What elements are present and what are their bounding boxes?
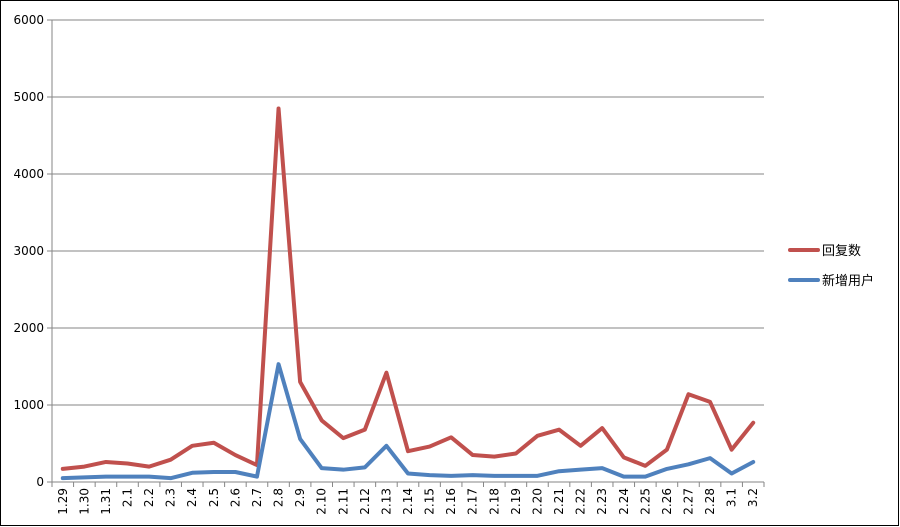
legend-label: 新增用户 <box>822 273 874 289</box>
x-tick-label: 2.20 <box>530 488 544 515</box>
x-tick-label: 2.21 <box>552 488 566 515</box>
series-lines <box>60 106 756 481</box>
x-tick-label: 2.12 <box>358 488 372 515</box>
x-tick-label: 2.28 <box>703 488 717 515</box>
x-tick-label: 2.7 <box>250 488 264 507</box>
series-line-1 <box>60 106 756 471</box>
x-tick-label: 2.6 <box>228 488 242 507</box>
y-tick-label: 4000 <box>13 167 44 181</box>
x-tick-label: 2.8 <box>272 488 286 507</box>
x-tick-label: 2.3 <box>164 488 178 507</box>
x-tick-label: 2.16 <box>444 488 458 515</box>
x-tick-label: 2.1 <box>121 488 135 507</box>
series-line-2 <box>60 362 756 481</box>
legend-label: 回复数 <box>822 244 861 259</box>
x-tick-label: 2.9 <box>293 488 307 507</box>
x-tick-label: 2.2 <box>142 488 156 507</box>
y-tick-label: 2000 <box>13 321 44 335</box>
gridlines <box>52 19 764 406</box>
x-tick-label: 2.15 <box>423 488 437 515</box>
x-tick-label: 2.17 <box>466 488 480 515</box>
x-tick-label: 2.27 <box>681 488 695 515</box>
x-tick-label: 2.24 <box>617 488 631 515</box>
x-tick-label: 2.23 <box>595 488 609 515</box>
x-tick-label: 3.1 <box>725 488 739 507</box>
x-tick-label: 2.13 <box>379 488 393 515</box>
x-tick-label: 2.26 <box>660 488 674 515</box>
x-tick-label: 2.14 <box>401 488 415 515</box>
x-tick-label: 2.4 <box>185 488 199 507</box>
x-tick-label: 1.30 <box>77 488 91 515</box>
x-axis-ticks: 1.29 1.30 1.31 2.1 2.2 2.3 2.4 2.5 2.6 2.7 2.8 2.9 2… <box>51 482 765 515</box>
x-tick-label: 3.2 <box>746 488 760 507</box>
x-tick-label: 1.31 <box>99 488 113 515</box>
x-tick-label: 2.19 <box>509 488 523 515</box>
x-tick-label: 2.10 <box>315 488 329 515</box>
x-tick-label: 2.25 <box>638 488 652 515</box>
x-tick-label: 2.18 <box>487 488 501 515</box>
x-tick-label: 2.22 <box>574 488 588 515</box>
x-tick-label: 2.11 <box>336 488 350 515</box>
y-tick-label: 3000 <box>13 244 44 258</box>
y-axis-ticks: 0 1000 2000 3000 4000 5000 6000 <box>13 13 52 489</box>
y-tick-label: 5000 <box>13 90 44 104</box>
y-tick-label: 6000 <box>13 13 44 27</box>
y-tick-label: 1000 <box>13 398 44 412</box>
y-tick-label: 0 <box>36 475 44 489</box>
x-tick-label: 2.5 <box>207 488 221 507</box>
x-tick-label: 1.29 <box>56 488 70 515</box>
